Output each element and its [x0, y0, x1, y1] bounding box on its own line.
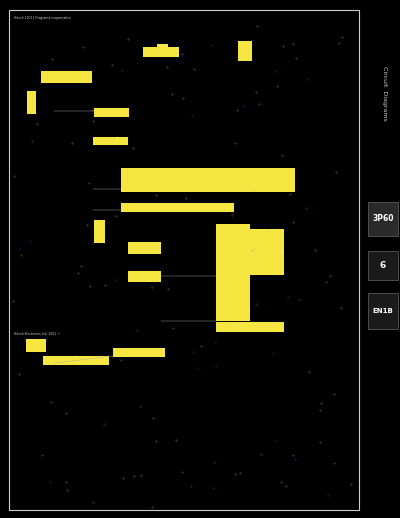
Bar: [368, 293, 398, 329]
Bar: [249, 224, 284, 276]
Bar: [121, 168, 295, 192]
Text: EN1B: EN1B: [373, 308, 393, 314]
Bar: [93, 137, 128, 145]
Bar: [216, 224, 284, 276]
Bar: [250, 275, 284, 321]
Bar: [250, 224, 284, 229]
Bar: [94, 108, 129, 117]
Bar: [121, 203, 234, 212]
Bar: [26, 339, 46, 352]
Bar: [128, 271, 161, 282]
Bar: [128, 242, 161, 254]
Bar: [28, 91, 36, 114]
Text: Circuit  Diagrams: Circuit Diagrams: [382, 66, 387, 121]
Bar: [368, 251, 398, 280]
Text: Hitech 21D11 Diagrama esquematico: Hitech 21D11 Diagrama esquematico: [14, 16, 70, 20]
Text: 6: 6: [380, 261, 386, 270]
Bar: [43, 356, 109, 365]
Bar: [114, 348, 165, 357]
Bar: [94, 220, 105, 243]
Bar: [41, 71, 92, 83]
Bar: [157, 44, 168, 54]
Bar: [216, 322, 284, 332]
Bar: [216, 275, 251, 321]
Bar: [238, 41, 252, 61]
Bar: [143, 47, 179, 57]
Text: Hitech Electronics Ltd. 2001 ©: Hitech Electronics Ltd. 2001 ©: [14, 332, 60, 336]
Text: 3P60: 3P60: [372, 214, 394, 223]
Bar: [368, 202, 398, 236]
